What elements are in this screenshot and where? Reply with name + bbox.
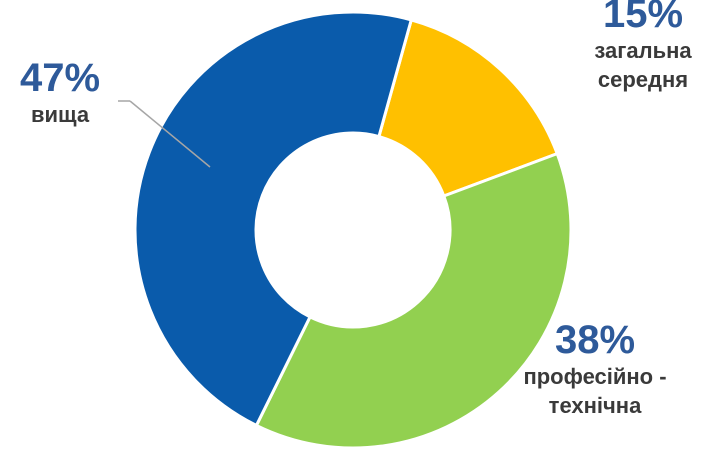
data-label-name: вища xyxy=(30,102,90,127)
leader-line-vyshcha-diagonal xyxy=(129,100,211,168)
slice-profesiino-tekhnichna xyxy=(254,151,573,450)
data-label-vyshcha: 47% вища xyxy=(0,56,120,129)
data-label-percent: 47% xyxy=(19,56,101,100)
donut-slices xyxy=(133,10,573,450)
data-label-name: професійно - технічна xyxy=(523,364,667,418)
slice-vyshcha xyxy=(133,10,414,428)
data-label-percent: 38% xyxy=(554,318,636,362)
data-label-percent: 15% xyxy=(602,0,684,36)
data-label-profesiino-tekhnichna: 38% професійно - технічна xyxy=(495,318,695,420)
data-label-zahalna-serednia: 15% загальна середня xyxy=(573,0,713,94)
slice-zahalna-serednia xyxy=(377,18,560,198)
data-label-name: загальна середня xyxy=(594,38,692,92)
